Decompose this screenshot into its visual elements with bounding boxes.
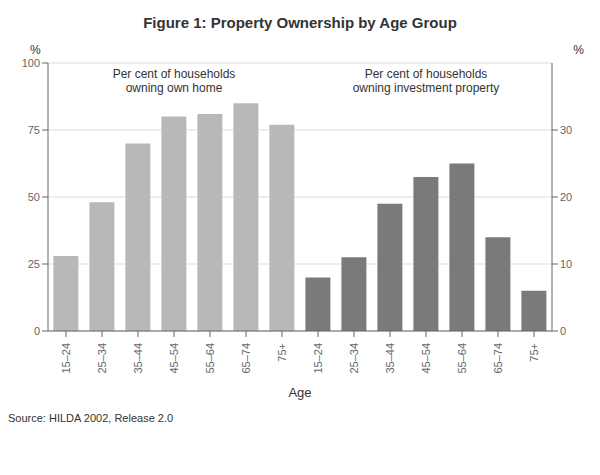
html-text:owning investment property: owning investment property	[352, 81, 500, 95]
html-text:Per cent of households: Per cent of households	[112, 67, 236, 81]
svg-text:55–64: 55–64	[204, 343, 216, 374]
svg-text:45–54: 45–54	[168, 343, 180, 374]
svg-text:100: 100	[22, 57, 40, 69]
html-text:Figure 1: Property Ownership b: Figure 1: Property Ownership by Age Grou…	[143, 14, 457, 31]
svg-text:10: 10	[560, 258, 572, 270]
svg-text:35–44: 35–44	[384, 343, 396, 374]
svg-text:15–24: 15–24	[312, 343, 324, 374]
svg-text:75: 75	[28, 124, 40, 136]
svg-text:35–44: 35–44	[132, 343, 144, 374]
svg-text:25–34: 25–34	[348, 343, 360, 374]
svg-text:50: 50	[28, 191, 40, 203]
svg-text:75+: 75+	[276, 343, 288, 362]
svg-text:0: 0	[34, 325, 40, 337]
svg-text:30: 30	[560, 124, 572, 136]
html-text:owning own home: owning own home	[125, 81, 223, 95]
svg-text:55–64: 55–64	[456, 343, 468, 374]
svg-text:20: 20	[560, 191, 572, 203]
svg-text:15–24: 15–24	[60, 343, 72, 374]
svg-text:25–34: 25–34	[96, 343, 108, 374]
html-text:Age: Age	[288, 385, 312, 400]
html-text:Source: HILDA 2002, Release 2.: Source: HILDA 2002, Release 2.0	[8, 412, 174, 424]
svg-text:45–54: 45–54	[420, 343, 432, 374]
svg-text:65–74: 65–74	[240, 343, 252, 374]
svg-text:65–74: 65–74	[492, 343, 504, 374]
html-text:Per cent of households: Per cent of households	[364, 67, 488, 81]
svg-text:75+: 75+	[528, 343, 540, 362]
svg-text:0: 0	[560, 325, 566, 337]
svg-text:25: 25	[28, 258, 40, 270]
